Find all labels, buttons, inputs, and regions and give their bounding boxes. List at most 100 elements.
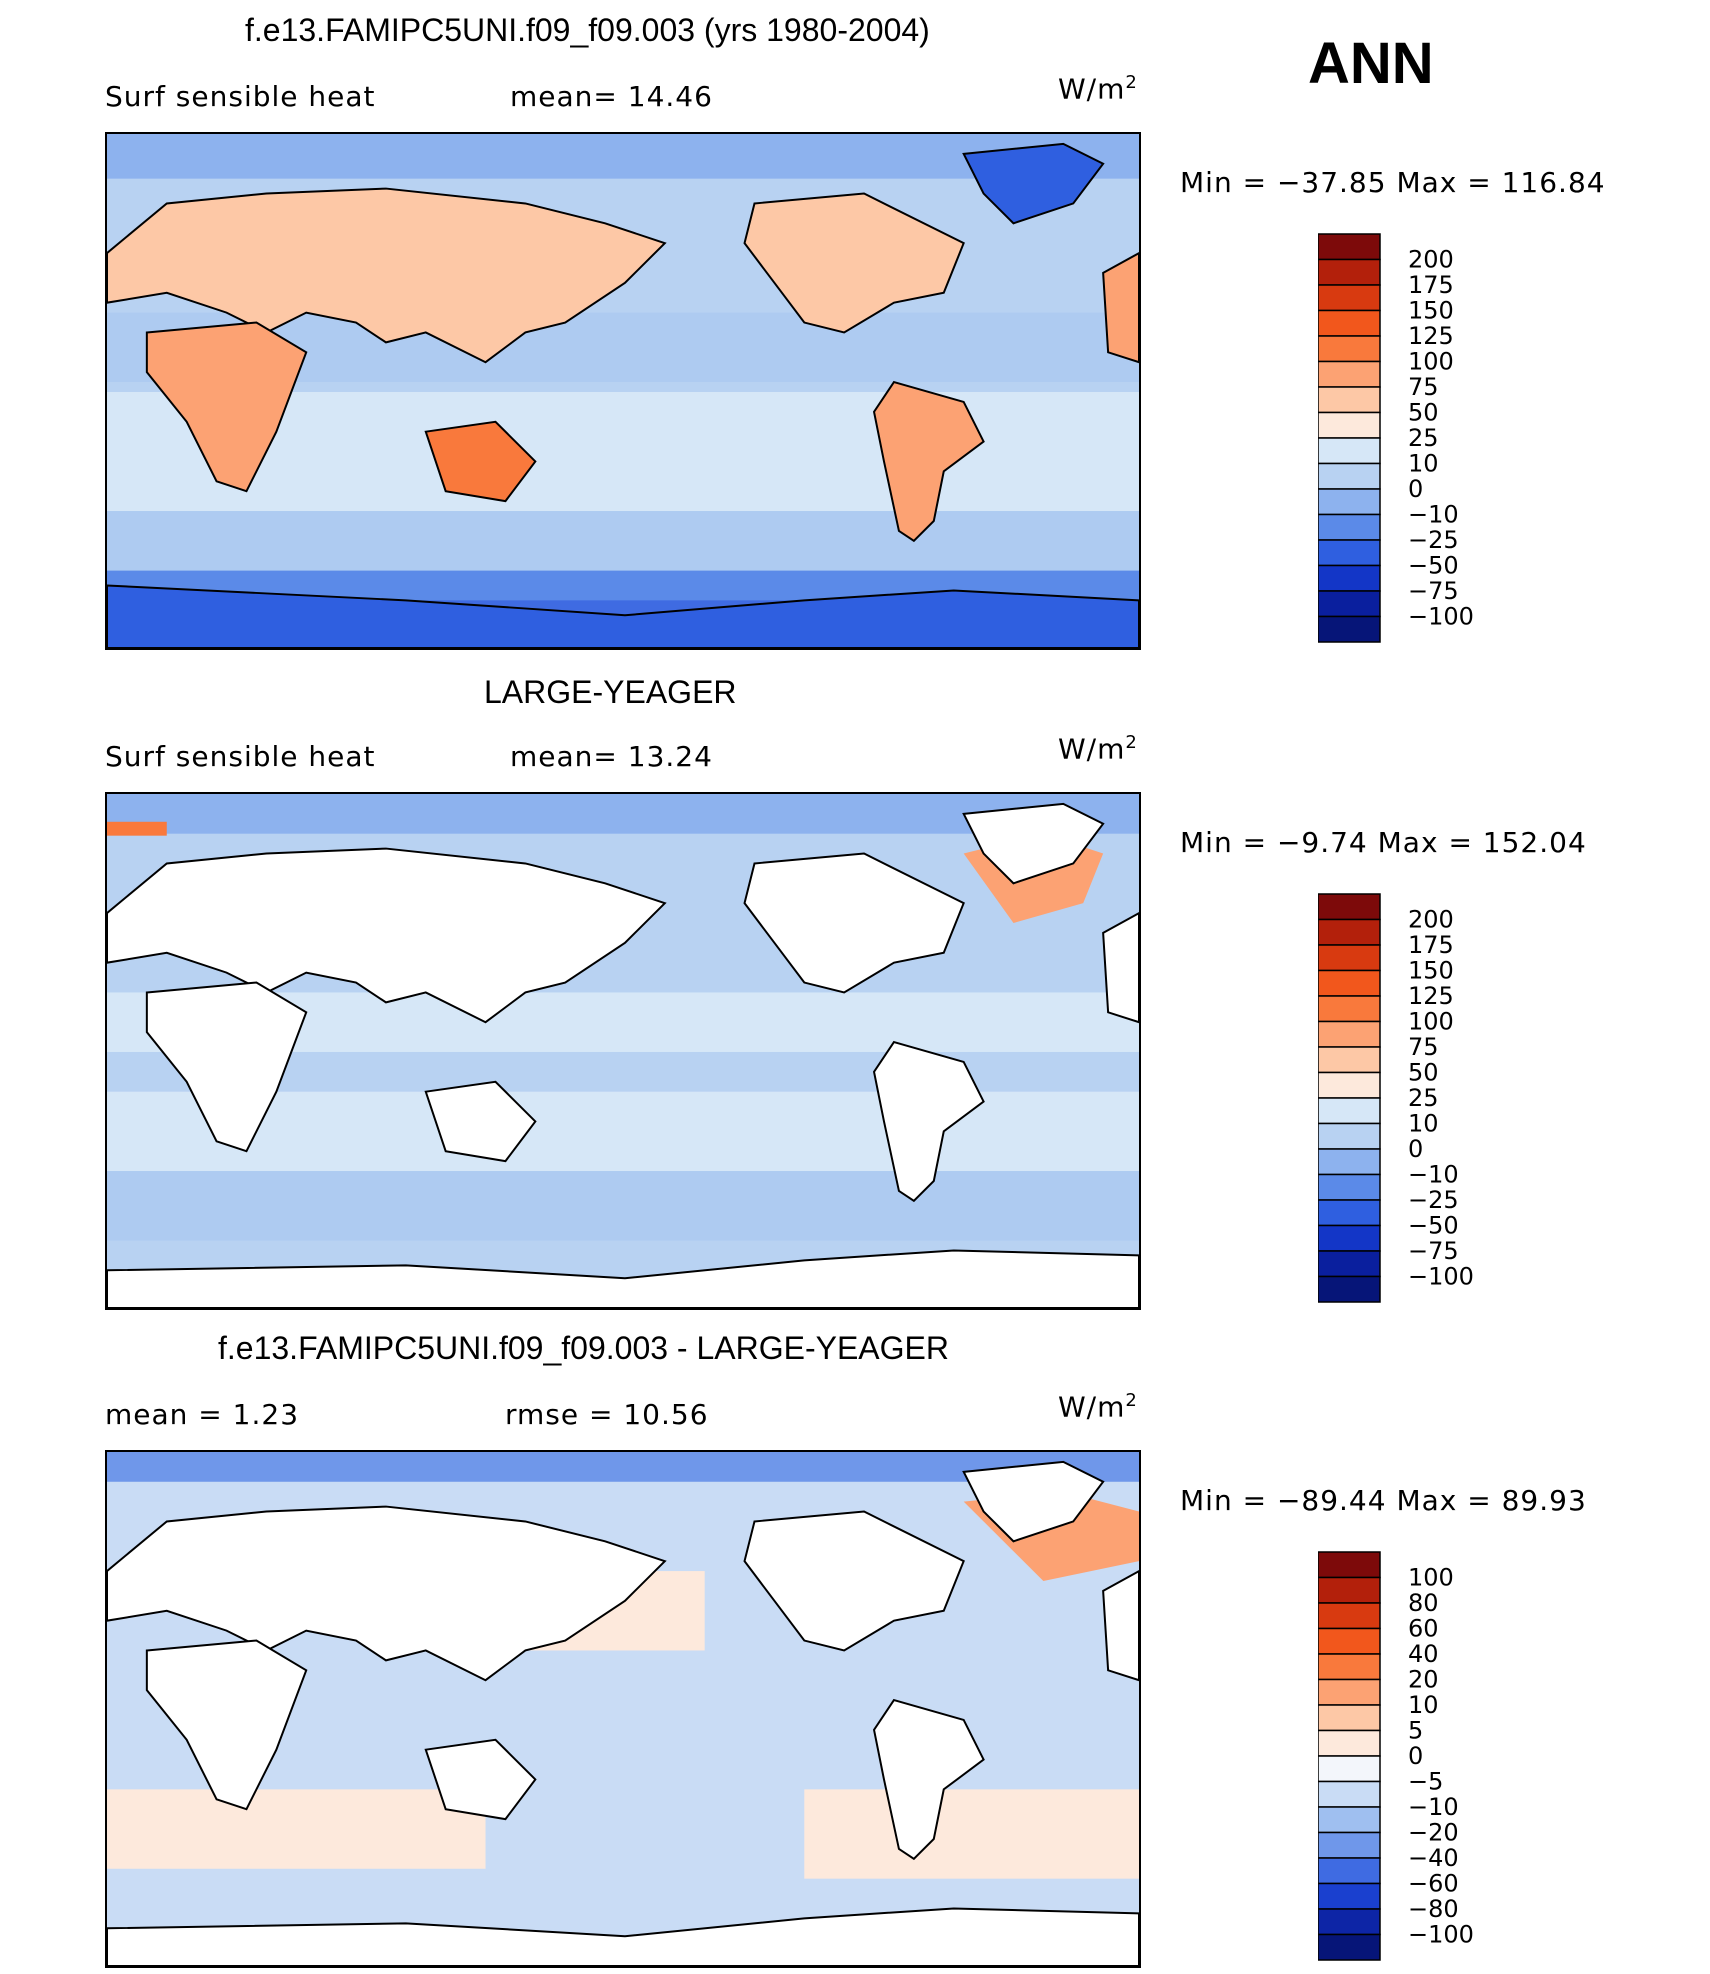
colorbar-label: −10 (1408, 1161, 1459, 1189)
panel1-map (105, 132, 1141, 650)
colorbar-segment (1318, 995, 1381, 1023)
colorbar-label: −20 (1408, 1819, 1459, 1847)
colorbar-label: 200 (1408, 246, 1454, 274)
colorbar-segment (1318, 1755, 1381, 1783)
colorbar-label: 0 (1408, 1742, 1423, 1770)
panel2-title: LARGE-YEAGER (484, 674, 737, 710)
colorbar-segment (1318, 1224, 1381, 1252)
colorbar-label: −50 (1408, 1212, 1459, 1240)
colorbar-segment (1318, 539, 1381, 567)
colorbar-segment (1318, 918, 1381, 946)
colorbar-label: 125 (1408, 322, 1454, 350)
panel1-title: f.e13.FAMIPC5UNI.f09_f09.003 (yrs 1980-2… (245, 12, 930, 48)
colorbar-segment (1318, 1831, 1381, 1859)
panel1-colorbar: 200 175 150 125 100 75 50 25 10 0 −10 −25 −50 −75 −100 (1318, 230, 1498, 645)
colorbar-label: −60 (1408, 1870, 1459, 1898)
colorbar-label: −10 (1408, 1793, 1459, 1821)
colorbar-label: 150 (1408, 957, 1454, 985)
panel2-units: W/m2 (1058, 732, 1138, 766)
colorbar-segment (1318, 462, 1381, 490)
colorbar-label: −75 (1408, 1237, 1459, 1265)
colorbar-segment (1318, 590, 1381, 618)
colorbar-segment (1318, 1882, 1381, 1910)
panel1-variable-label: Surf sensible heat (105, 80, 376, 113)
colorbar-label: 100 (1408, 348, 1454, 376)
colorbar-segment (1318, 335, 1381, 363)
colorbar-segment (1318, 1551, 1381, 1579)
colorbar-segment (1318, 969, 1381, 997)
panel2-minmax: Min = −9.74 Max = 152.04 (1180, 826, 1587, 859)
colorbar-label: 175 (1408, 931, 1454, 959)
colorbar-label: 60 (1408, 1615, 1439, 1643)
colorbar-label: 75 (1408, 373, 1439, 401)
colorbar-label: 0 (1408, 1135, 1423, 1163)
colorbar-segment (1318, 1199, 1381, 1227)
colorbar-label: −100 (1408, 1921, 1474, 1949)
colorbar-segment (1318, 1275, 1381, 1303)
colorbar-segment (1318, 1576, 1381, 1604)
colorbar-segment (1318, 411, 1381, 439)
colorbar-segment (1318, 1122, 1381, 1150)
colorbar-label: 175 (1408, 271, 1454, 299)
colorbar-label: 75 (1408, 1033, 1439, 1061)
colorbar-segment (1318, 1857, 1381, 1885)
panel3-map (105, 1450, 1141, 1968)
panel3-units: W/m2 (1058, 1390, 1138, 1424)
season-label: ANN (1308, 31, 1434, 96)
colorbar-segment (1318, 1780, 1381, 1808)
colorbar-label: −25 (1408, 526, 1459, 554)
panel2-map (105, 792, 1141, 1310)
colorbar-label: −75 (1408, 577, 1459, 605)
colorbar-segment (1318, 1908, 1381, 1936)
colorbar-label: −100 (1408, 1263, 1474, 1291)
colorbar-segment (1318, 1097, 1381, 1125)
colorbar-label: 125 (1408, 982, 1454, 1010)
colorbar-label: 40 (1408, 1640, 1439, 1668)
colorbar-segment (1318, 1602, 1381, 1630)
colorbar-segment (1318, 360, 1381, 388)
colorbar-segment (1318, 1071, 1381, 1099)
colorbar-label: −40 (1408, 1844, 1459, 1872)
colorbar-label: −80 (1408, 1895, 1459, 1923)
colorbar-label: −50 (1408, 552, 1459, 580)
colorbar-segment (1318, 1704, 1381, 1732)
colorbar-label: 25 (1408, 424, 1439, 452)
colorbar-label: 100 (1408, 1564, 1454, 1592)
colorbar-segment (1318, 1173, 1381, 1201)
colorbar-label: 200 (1408, 906, 1454, 934)
colorbar-segment (1318, 564, 1381, 592)
panel2-colorbar: 200 175 150 125 100 75 50 25 10 0 −10 −25 −50 −75 −100 (1318, 890, 1498, 1305)
colorbar-segment (1318, 1933, 1381, 1961)
panel3-colorbar: 100 80 60 40 20 10 5 0 −5 −10 −20 −40 −60 −80 −100 (1318, 1548, 1498, 1963)
colorbar-label: 50 (1408, 1059, 1439, 1087)
colorbar-label: 150 (1408, 297, 1454, 325)
colorbar-label: 20 (1408, 1666, 1439, 1694)
colorbar-label: 50 (1408, 399, 1439, 427)
panel1-units: W/m2 (1058, 72, 1138, 106)
panel3-rmse-label: rmse = 10.56 (505, 1398, 709, 1431)
colorbar-segment (1318, 488, 1381, 516)
colorbar-segment (1318, 1729, 1381, 1757)
colorbar-label: −10 (1408, 501, 1459, 529)
colorbar-label: −25 (1408, 1186, 1459, 1214)
colorbar-segment (1318, 1148, 1381, 1176)
panel2-mean-label: mean= 13.24 (510, 740, 713, 773)
colorbar-segment (1318, 233, 1381, 261)
colorbar-segment (1318, 386, 1381, 414)
colorbar-label: 5 (1408, 1717, 1423, 1745)
colorbar-label: 10 (1408, 450, 1439, 478)
colorbar-segment (1318, 1250, 1381, 1278)
colorbar-segment (1318, 615, 1381, 643)
panel3-minmax: Min = −89.44 Max = 89.93 (1180, 1484, 1587, 1517)
colorbar-segment (1318, 1046, 1381, 1074)
colorbar-label: 0 (1408, 475, 1423, 503)
colorbar-label: 80 (1408, 1589, 1439, 1617)
panel3-mean-label: mean = 1.23 (105, 1398, 300, 1431)
colorbar-segment (1318, 1020, 1381, 1048)
colorbar-label: 25 (1408, 1084, 1439, 1112)
colorbar-segment (1318, 893, 1381, 921)
colorbar-label: 10 (1408, 1691, 1439, 1719)
colorbar-segment (1318, 1627, 1381, 1655)
colorbar-segment (1318, 944, 1381, 972)
